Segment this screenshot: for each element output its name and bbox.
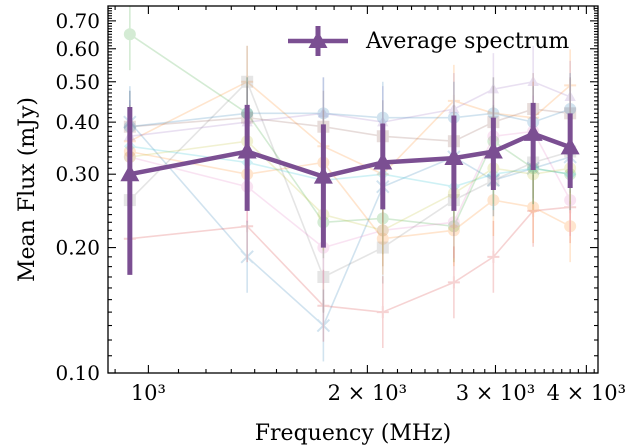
y-tick-label: 0.70 <box>55 9 100 33</box>
faint-spectrum-line <box>129 140 571 232</box>
faint-spectrum-9 <box>123 110 577 223</box>
faint-spectrum-line <box>129 121 571 327</box>
faint-point <box>376 306 389 319</box>
faint-point <box>240 250 254 264</box>
faint-spectrum-1 <box>123 45 577 211</box>
faint-point <box>487 194 500 207</box>
faint-point <box>564 79 577 92</box>
faint-point <box>241 75 254 88</box>
faint-point <box>564 220 577 233</box>
faint-spectrum-line <box>129 145 571 188</box>
y-tick-label: 0.50 <box>55 70 100 94</box>
faint-individual-spectra <box>123 6 577 362</box>
faint-spectrum-line <box>129 150 571 240</box>
average-spectrum-series <box>120 102 580 275</box>
average-point <box>373 152 393 170</box>
faint-point <box>123 28 136 41</box>
faint-point <box>487 107 500 120</box>
y-tick-label: 0.10 <box>55 361 100 385</box>
legend-triangle-marker <box>308 31 328 48</box>
average-point <box>523 123 543 141</box>
faint-point <box>487 107 500 120</box>
x-tick-label: 4 × 10³ <box>547 381 626 405</box>
faint-point <box>527 201 540 214</box>
average-point <box>483 141 503 159</box>
faint-point <box>448 103 460 114</box>
x-tick-label: 3 × 10³ <box>456 381 535 405</box>
faint-point <box>527 204 540 217</box>
faint-point <box>487 250 500 263</box>
plot-frame <box>107 5 599 374</box>
tick-labels: 10³ 2 × 10³ 3 × 10³ 4 × 10³ 0.10 0.20 0.30 0.40… <box>55 9 626 405</box>
faint-point <box>527 75 539 86</box>
axis-ticks <box>108 6 598 374</box>
average-point <box>120 164 140 182</box>
average-point <box>313 166 333 184</box>
x-tick-label: 2 × 10³ <box>328 381 407 405</box>
faint-point <box>376 111 389 124</box>
faint-point <box>564 201 577 214</box>
faint-point <box>317 107 330 120</box>
x-tick-label: 10³ <box>131 381 166 405</box>
faint-spectrum-line <box>129 206 571 313</box>
faint-point <box>317 107 330 118</box>
y-tick-label: 0.40 <box>55 110 100 134</box>
faint-spectrum-line <box>129 80 571 138</box>
y-tick-label: 0.60 <box>55 37 100 61</box>
y-tick-label: 0.20 <box>55 236 100 260</box>
faint-point <box>447 220 460 233</box>
faint-spectrum-line <box>129 33 571 228</box>
faint-point <box>447 216 460 229</box>
faint-point <box>377 116 389 127</box>
faint-point <box>487 83 500 94</box>
faint-point <box>376 212 389 225</box>
faint-point <box>317 270 330 283</box>
faint-spectrum-2 <box>123 86 577 362</box>
faint-point <box>564 103 577 116</box>
faint-point <box>447 94 460 107</box>
faint-point <box>564 90 576 102</box>
faint-spectrum-line <box>129 108 571 128</box>
faint-point <box>376 232 389 245</box>
faint-point <box>317 299 330 312</box>
legend: Average spectrum <box>288 26 569 56</box>
y-axis-label: Mean Flux (mJy) <box>15 97 40 282</box>
x-axis-label: Frequency (MHz) <box>255 421 451 446</box>
faint-point <box>316 318 331 333</box>
faint-spectrum-4 <box>123 115 577 275</box>
faint-point <box>241 75 254 88</box>
y-tick-label: 0.30 <box>55 162 100 186</box>
average-point <box>237 141 257 159</box>
faint-point <box>376 241 389 254</box>
legend-label: Average spectrum <box>365 29 569 54</box>
faint-spectrum-line <box>129 80 571 279</box>
faint-point <box>376 224 389 237</box>
faint-point <box>376 224 389 237</box>
faint-point <box>527 168 540 181</box>
average-point <box>560 137 580 155</box>
faint-spectrum-line <box>129 80 571 176</box>
faint-spectrum-line <box>129 130 571 249</box>
faint-point <box>447 276 460 289</box>
faint-spectrum-line <box>129 108 571 143</box>
faint-point <box>564 194 577 207</box>
average-point <box>444 148 464 166</box>
faint-point <box>241 220 254 233</box>
faint-point <box>447 224 460 237</box>
faint-spectrum-8 <box>123 95 577 284</box>
